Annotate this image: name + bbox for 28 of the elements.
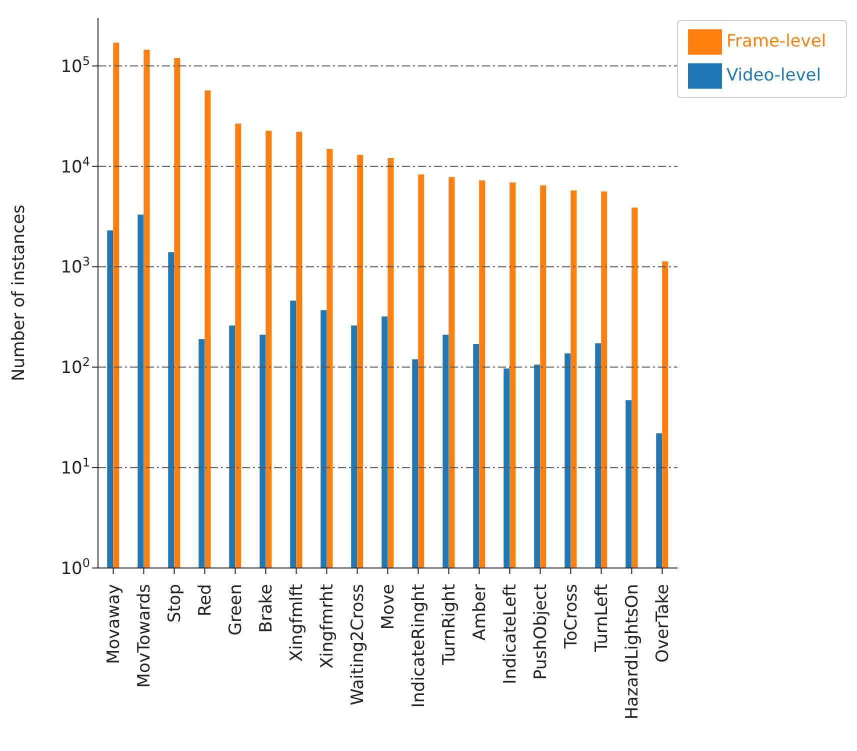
legend-label: Frame-level [726, 32, 826, 52]
y-tick-label: 10$^{3}$ [60, 254, 90, 278]
x-tick-label: Xingfmlft [287, 584, 308, 662]
x-tick-label: IndicateLeft [500, 584, 521, 684]
x-tick-label: IndicateRinght [409, 584, 430, 708]
y-tick-label: 10$^{5}$ [60, 54, 90, 77]
y-tick-label: 10$^{4}$ [60, 154, 90, 178]
x-tick-label: Brake [256, 584, 277, 633]
x-tick-label: Move [378, 584, 399, 630]
x-tick-label: HazardLightsOn [622, 584, 643, 720]
x-tick-label: Green [226, 584, 246, 636]
x-tick-label: Xingfmrht [318, 584, 338, 669]
x-tick-label: TurnLeft [592, 584, 612, 654]
y-tick-label: 10$^{1}$ [60, 456, 90, 479]
x-tick-label: PushObject [531, 584, 552, 680]
legend-label: Video-level [726, 66, 821, 86]
x-tick-label: ToCross [562, 584, 582, 650]
y-axis-title: Number of instances [9, 204, 30, 382]
x-tick-label: MovTowards [134, 584, 155, 688]
x-tick-label: OverTake [653, 584, 674, 663]
x-tick-label: Amber [470, 584, 490, 640]
x-tick-label: Movaway [104, 584, 124, 664]
x-tick-label: TurnRight [440, 584, 460, 666]
x-tick-label: Red [196, 584, 216, 616]
y-tick-label: 10$^{2}$ [60, 355, 90, 378]
x-tick-label: Stop [165, 584, 186, 623]
x-tick-label: Waiting2Cross [348, 584, 368, 706]
y-tick-label: 10$^{0}$ [60, 556, 90, 579]
